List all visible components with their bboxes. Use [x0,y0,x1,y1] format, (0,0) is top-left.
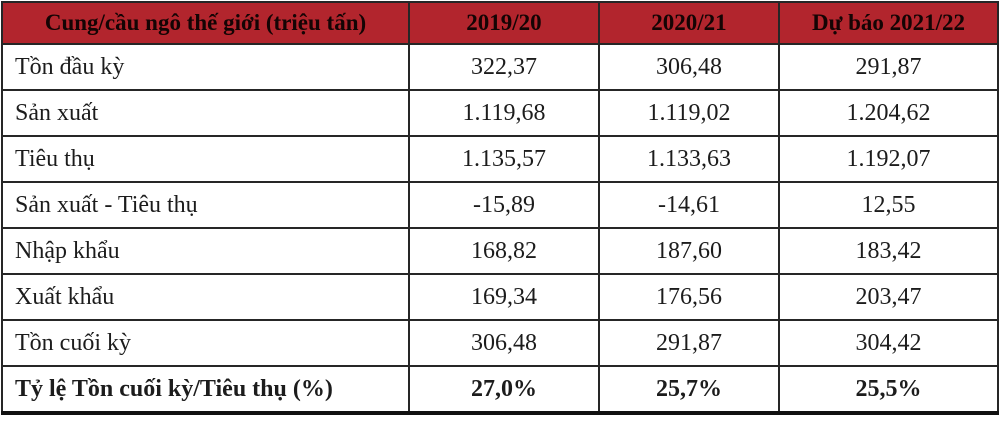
header-title-cell: Cung/cầu ngô thế giới (triệu tấn) [1,1,410,45]
value-cell: 203,47 [778,273,999,321]
header-year-2020-21-cell: 2020/21 [598,1,780,45]
row-label-cell: Tồn đầu kỳ [1,43,410,91]
row-label-cell: Nhập khẩu [1,227,410,275]
table-row-production-minus-consumption: Sản xuất - Tiêu thụ -15,89 -14,61 12,55 [1,181,999,229]
table-row-imports: Nhập khẩu 168,82 187,60 183,42 [1,227,999,275]
corn-supply-demand-table: Cung/cầu ngô thế giới (triệu tấn) 2019/2… [1,1,999,415]
value-cell: 169,34 [408,273,600,321]
table-row-exports: Xuất khẩu 169,34 176,56 203,47 [1,273,999,321]
value-cell: 1.119,02 [598,89,780,137]
value-cell: 1.119,68 [408,89,600,137]
value-cell: 291,87 [778,43,999,91]
value-cell: 187,60 [598,227,780,275]
row-label-cell: Sản xuất [1,89,410,137]
value-cell: 304,42 [778,319,999,367]
value-cell: 1.192,07 [778,135,999,183]
header-year-2019-20-cell: 2019/20 [408,1,600,45]
value-cell: 322,37 [408,43,600,91]
value-cell: 306,48 [598,43,780,91]
row-label-cell: Sản xuất - Tiêu thụ [1,181,410,229]
table-row-ending-stocks: Tồn cuối kỳ 306,48 291,87 304,42 [1,319,999,367]
table-row-production: Sản xuất 1.119,68 1.119,02 1.204,62 [1,89,999,137]
value-cell: 1.133,63 [598,135,780,183]
header-row: Cung/cầu ngô thế giới (triệu tấn) 2019/2… [1,1,999,45]
value-cell: 1.135,57 [408,135,600,183]
value-cell: 1.204,62 [778,89,999,137]
row-label-cell: Tỷ lệ Tồn cuối kỳ/Tiêu thụ (%) [1,365,410,415]
value-cell: -14,61 [598,181,780,229]
value-cell: 168,82 [408,227,600,275]
value-cell: 25,5% [778,365,999,415]
row-label-cell: Xuất khẩu [1,273,410,321]
value-cell: 291,87 [598,319,780,367]
table-row-beginning-stocks: Tồn đầu kỳ 322,37 306,48 291,87 [1,43,999,91]
value-cell: 306,48 [408,319,600,367]
value-cell: 25,7% [598,365,780,415]
value-cell: 183,42 [778,227,999,275]
table-row-stocks-to-use-ratio: Tỷ lệ Tồn cuối kỳ/Tiêu thụ (%) 27,0% 25,… [1,365,999,415]
value-cell: 176,56 [598,273,780,321]
header-forecast-2021-22-cell: Dự báo 2021/22 [778,1,999,45]
row-label-cell: Tồn cuối kỳ [1,319,410,367]
row-label-cell: Tiêu thụ [1,135,410,183]
value-cell: 27,0% [408,365,600,415]
value-cell: -15,89 [408,181,600,229]
table-row-consumption: Tiêu thụ 1.135,57 1.133,63 1.192,07 [1,135,999,183]
value-cell: 12,55 [778,181,999,229]
